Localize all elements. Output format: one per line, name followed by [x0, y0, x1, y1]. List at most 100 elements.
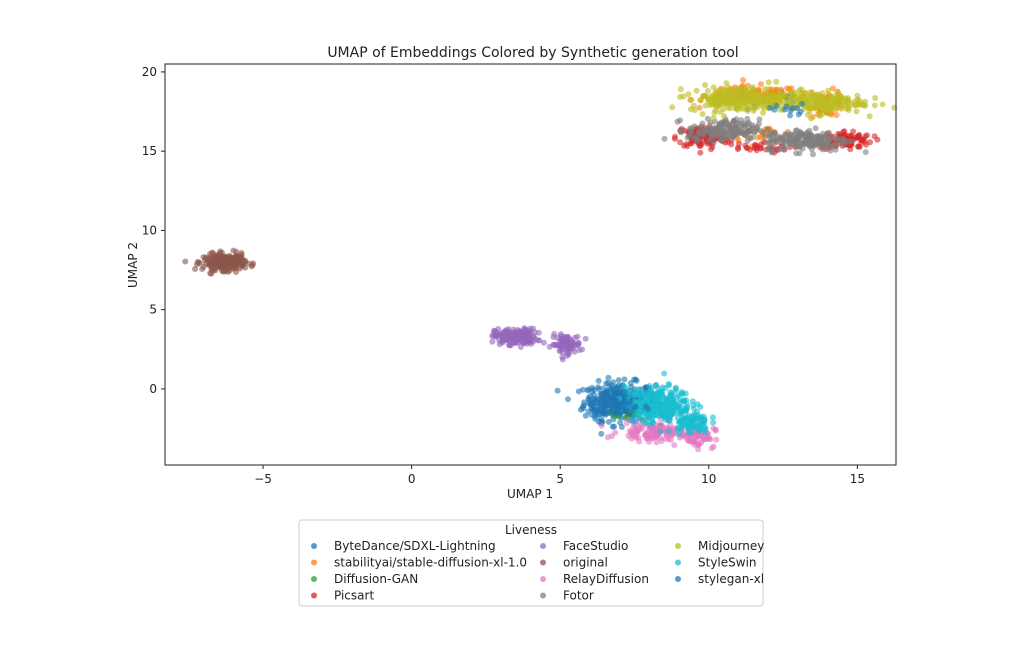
data-point: [582, 335, 589, 342]
data-point: [656, 428, 663, 435]
data-point: [696, 104, 703, 111]
x-tick-label: −5: [254, 472, 272, 486]
data-point: [808, 146, 815, 153]
data-point: [777, 96, 784, 103]
data-point: [656, 395, 663, 402]
data-point: [697, 404, 704, 410]
data-point: [677, 139, 683, 146]
data-point: [669, 104, 676, 111]
legend-marker: [311, 592, 317, 599]
data-point: [704, 88, 711, 94]
data-point: [677, 397, 684, 404]
data-point: [665, 428, 672, 435]
data-point: [767, 145, 774, 152]
data-point: [215, 253, 222, 260]
legend-label: Midjourney: [698, 539, 764, 553]
data-point: [205, 257, 212, 264]
data-point: [654, 385, 661, 391]
y-tick-label: 5: [149, 303, 157, 317]
data-point: [837, 103, 844, 110]
legend-title: Liveness: [505, 523, 557, 537]
data-point: [604, 409, 611, 416]
data-point: [825, 87, 832, 94]
data-point: [781, 106, 788, 113]
legend-marker: [540, 576, 546, 582]
points-layer: [182, 77, 898, 453]
data-point: [756, 93, 763, 100]
data-point: [595, 386, 602, 393]
data-point: [642, 419, 649, 425]
data-point: [829, 85, 836, 92]
legend-marker: [675, 559, 681, 566]
data-point: [825, 136, 832, 143]
data-point: [551, 341, 557, 348]
data-point: [609, 400, 616, 407]
data-point: [671, 442, 678, 448]
data-point: [592, 413, 599, 420]
data-point: [697, 149, 704, 156]
data-point: [742, 122, 749, 129]
data-point: [709, 414, 716, 421]
legend-marker: [675, 576, 681, 582]
data-point: [698, 123, 705, 130]
data-point: [822, 143, 829, 150]
data-point: [793, 97, 800, 103]
x-axis-label: UMAP 1: [507, 487, 553, 501]
data-point: [708, 445, 715, 452]
data-point: [677, 128, 684, 135]
data-point: [697, 97, 704, 103]
data-point: [492, 332, 499, 338]
data-point: [585, 408, 592, 415]
data-point: [750, 105, 757, 112]
data-point: [591, 386, 598, 393]
data-point: [659, 384, 666, 391]
data-point: [623, 407, 629, 414]
data-point: [630, 425, 636, 432]
data-point: [702, 426, 709, 433]
data-point: [794, 105, 801, 111]
data-point: [810, 102, 817, 109]
data-point: [635, 386, 642, 393]
data-point: [675, 403, 682, 410]
data-point: [751, 128, 758, 135]
data-point: [657, 434, 664, 441]
data-point: [710, 139, 717, 146]
data-point: [661, 370, 668, 377]
legend-marker: [540, 559, 546, 566]
data-point: [633, 377, 640, 384]
plot-frame: [164, 63, 897, 466]
data-point: [733, 125, 740, 132]
data-point: [738, 117, 745, 124]
data-point: [687, 106, 694, 113]
data-point: [600, 402, 607, 408]
data-point: [762, 134, 768, 141]
data-point: [598, 396, 605, 403]
series-8-points: [669, 78, 898, 122]
data-point: [699, 111, 706, 117]
data-point: [802, 139, 809, 146]
data-point: [867, 139, 873, 146]
data-point: [787, 112, 794, 119]
data-point: [565, 396, 571, 403]
data-point: [535, 329, 542, 336]
data-point: [677, 117, 683, 124]
data-point: [825, 104, 832, 111]
legend-label: RelayDiffusion: [563, 572, 649, 586]
data-point: [706, 435, 713, 442]
data-point: [749, 89, 756, 96]
data-point: [793, 135, 800, 142]
data-point: [793, 150, 800, 157]
data-point: [773, 78, 780, 85]
data-point: [514, 331, 521, 338]
data-point: [804, 102, 811, 109]
data-point: [692, 133, 699, 140]
data-point: [853, 102, 860, 109]
data-point: [554, 387, 561, 394]
data-point: [489, 338, 496, 345]
data-point: [862, 149, 869, 156]
data-point: [671, 135, 678, 142]
data-point: [727, 105, 734, 112]
data-point: [637, 391, 644, 398]
data-point: [575, 341, 582, 348]
data-point: [833, 112, 840, 119]
